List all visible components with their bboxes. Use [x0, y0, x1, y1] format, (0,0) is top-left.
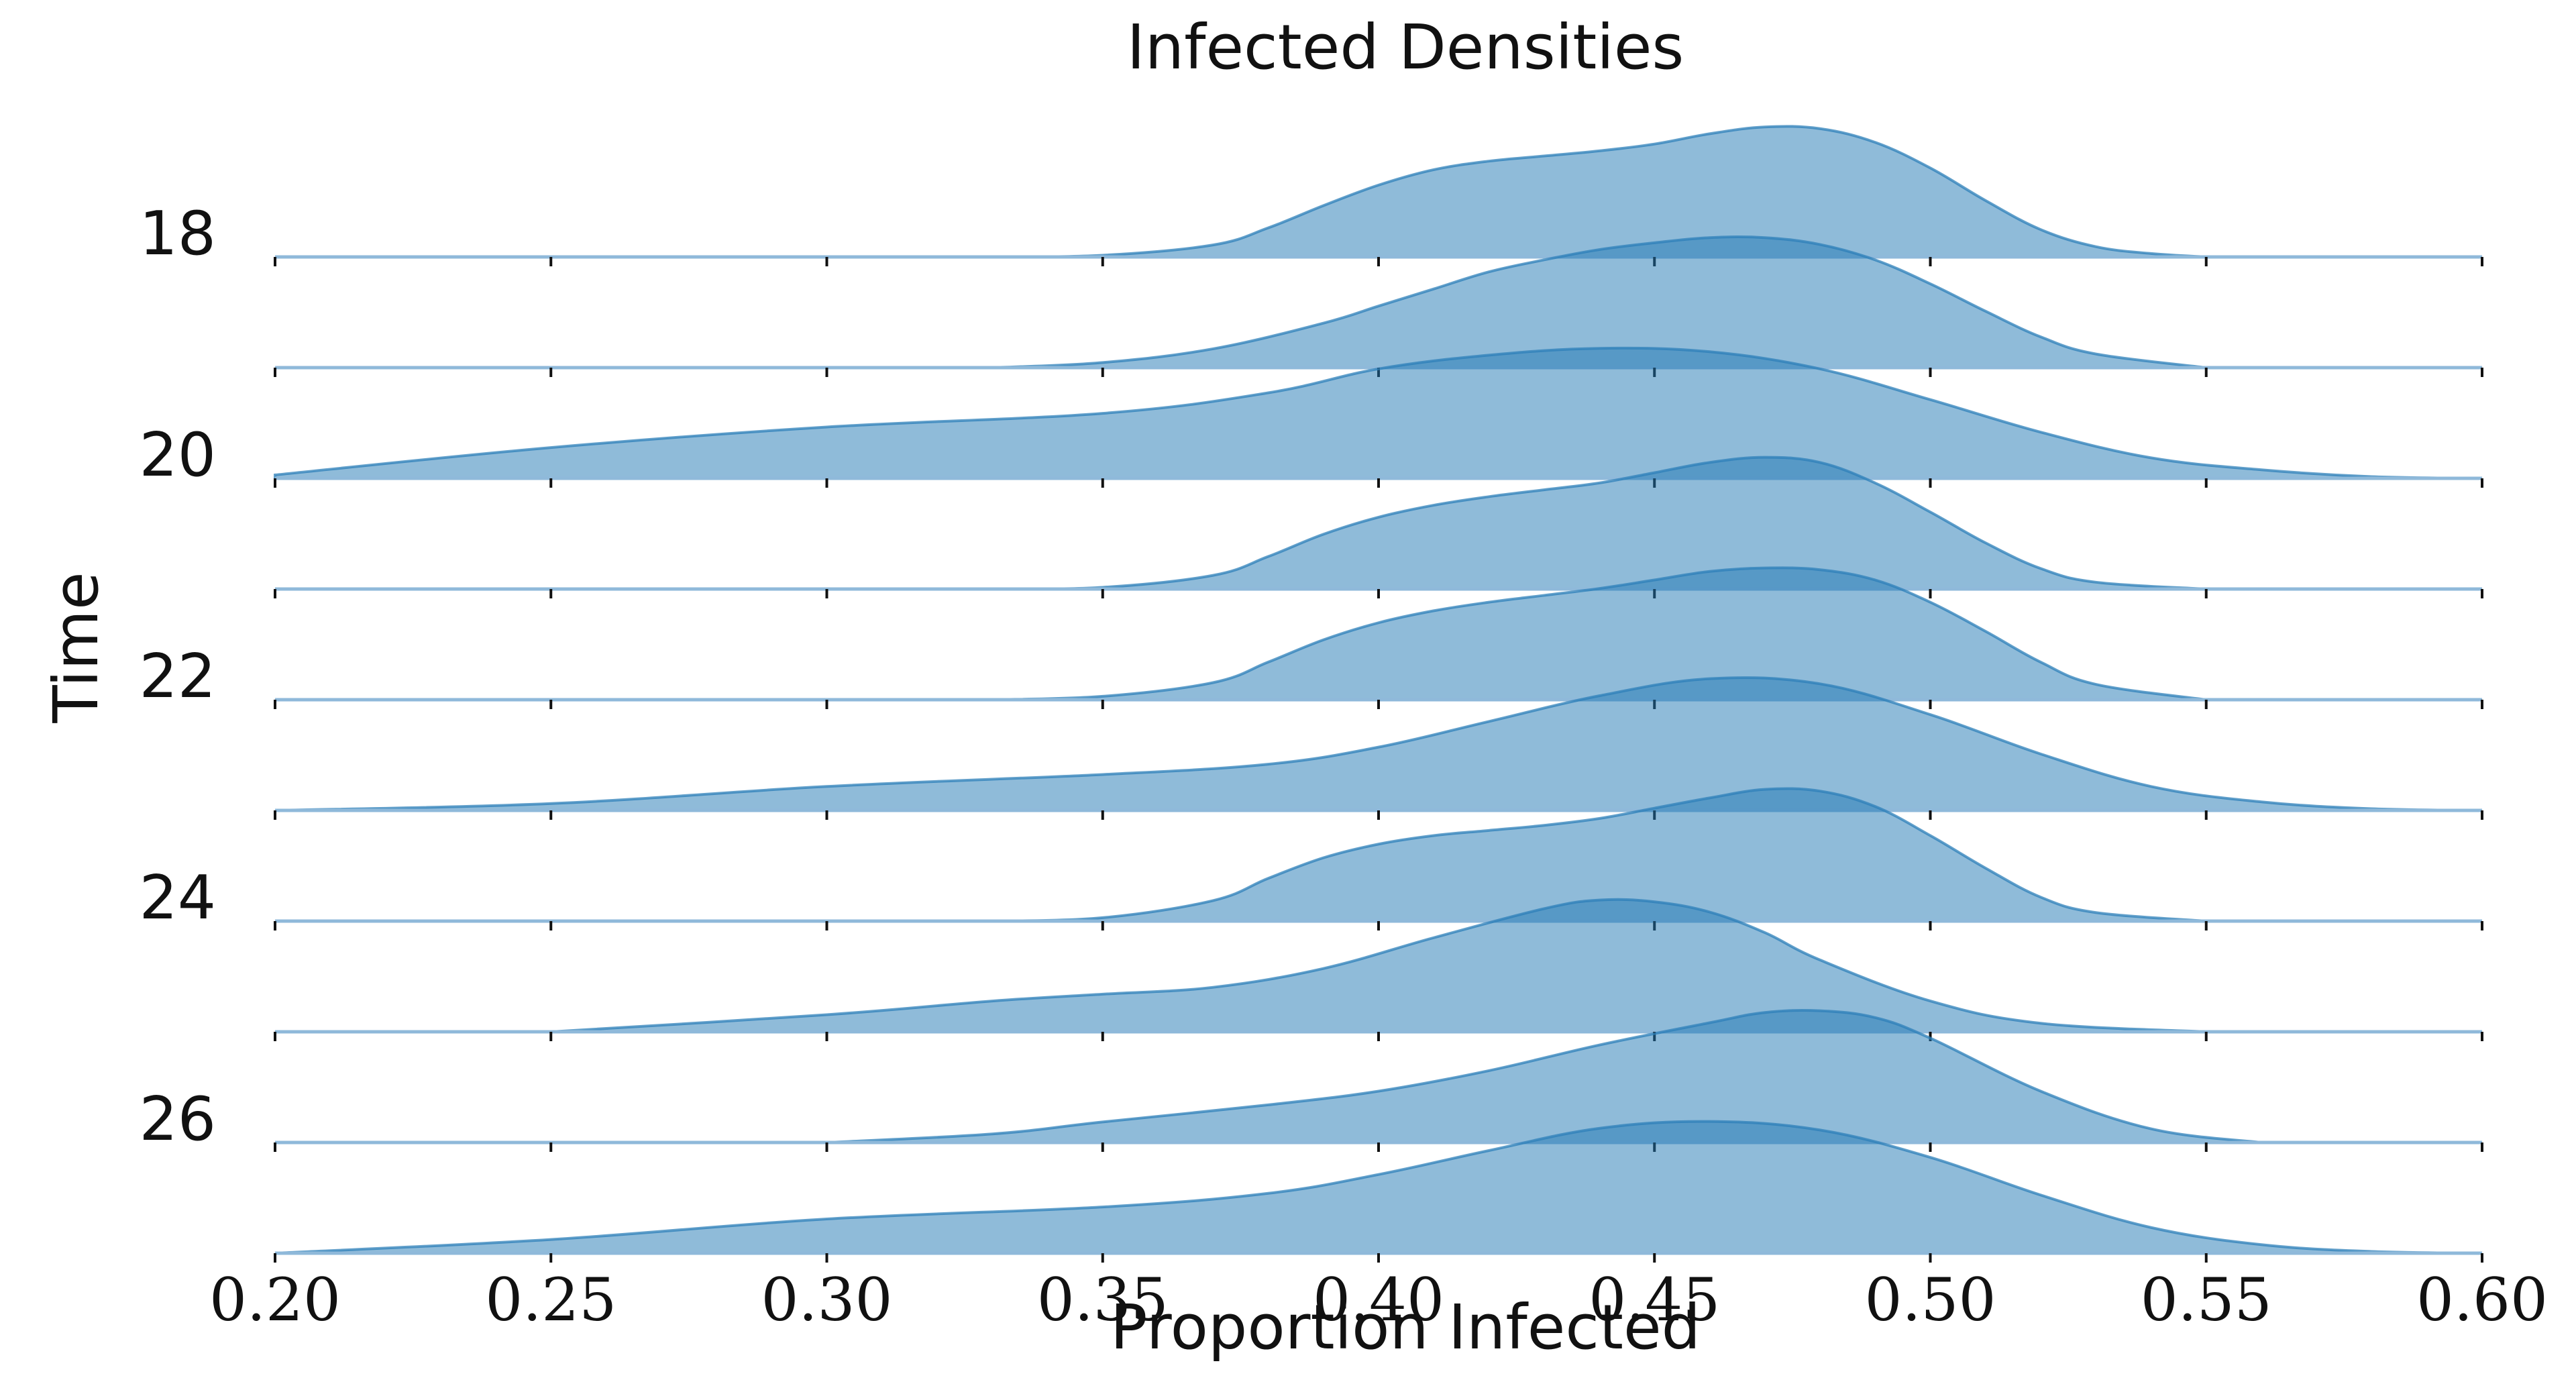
- ridge-row-24: [274, 787, 2483, 930]
- x-tick-label: 0.50: [1865, 1265, 1996, 1334]
- x-tick-label: 0.20: [209, 1265, 341, 1334]
- x-tick-label: 0.40: [1313, 1265, 1444, 1334]
- x-tick-labels: 0.20 0.25 0.30 0.35 0.40 0.45 0.50 0.55 0.60: [209, 1265, 2548, 1334]
- density-area-23: [274, 676, 2483, 812]
- ridge-row-26: [274, 1008, 2483, 1152]
- ridge-row-20: [274, 346, 2483, 488]
- density-area-21: [992, 456, 2206, 590]
- chart-title: Infected Densities: [1127, 11, 1684, 83]
- density-area-18: [992, 125, 2206, 258]
- ridges-group: [274, 125, 2483, 1263]
- x-tick-label: 0.30: [761, 1265, 893, 1334]
- ridge-row-25: [274, 898, 2483, 1041]
- x-tick-label: 0.55: [2141, 1265, 2272, 1334]
- density-area-26: [826, 1008, 2262, 1144]
- density-area-20: [274, 346, 2483, 480]
- ridge-row-23: [274, 676, 2483, 820]
- density-area-19: [992, 235, 2206, 369]
- x-axis-label: Proportion Infected: [1110, 1291, 1701, 1363]
- density-area-24: [992, 787, 2206, 922]
- y-tick-label: 20: [139, 420, 216, 490]
- density-area-25: [551, 898, 2206, 1033]
- x-tick-label: 0.25: [485, 1265, 616, 1334]
- density-area-22: [992, 566, 2207, 701]
- x-tick-label: 0.45: [1589, 1265, 1720, 1334]
- y-tick-labels: 18 20 22 24 26: [139, 199, 216, 1155]
- ridge-row-21: [274, 456, 2483, 598]
- ridge-row-27: [274, 1120, 2483, 1263]
- x-tick-label: 0.35: [1037, 1265, 1169, 1334]
- x-tick-label: 0.60: [2416, 1265, 2548, 1334]
- y-axis-label: Time: [40, 572, 112, 723]
- ridge-row-22: [274, 566, 2483, 709]
- y-tick-label: 26: [139, 1084, 216, 1155]
- ridge-row-18: [274, 125, 2483, 266]
- y-tick-label: 18: [139, 199, 216, 269]
- y-tick-label: 24: [139, 863, 216, 933]
- density-area-27: [274, 1120, 2483, 1255]
- y-tick-label: 22: [139, 641, 216, 712]
